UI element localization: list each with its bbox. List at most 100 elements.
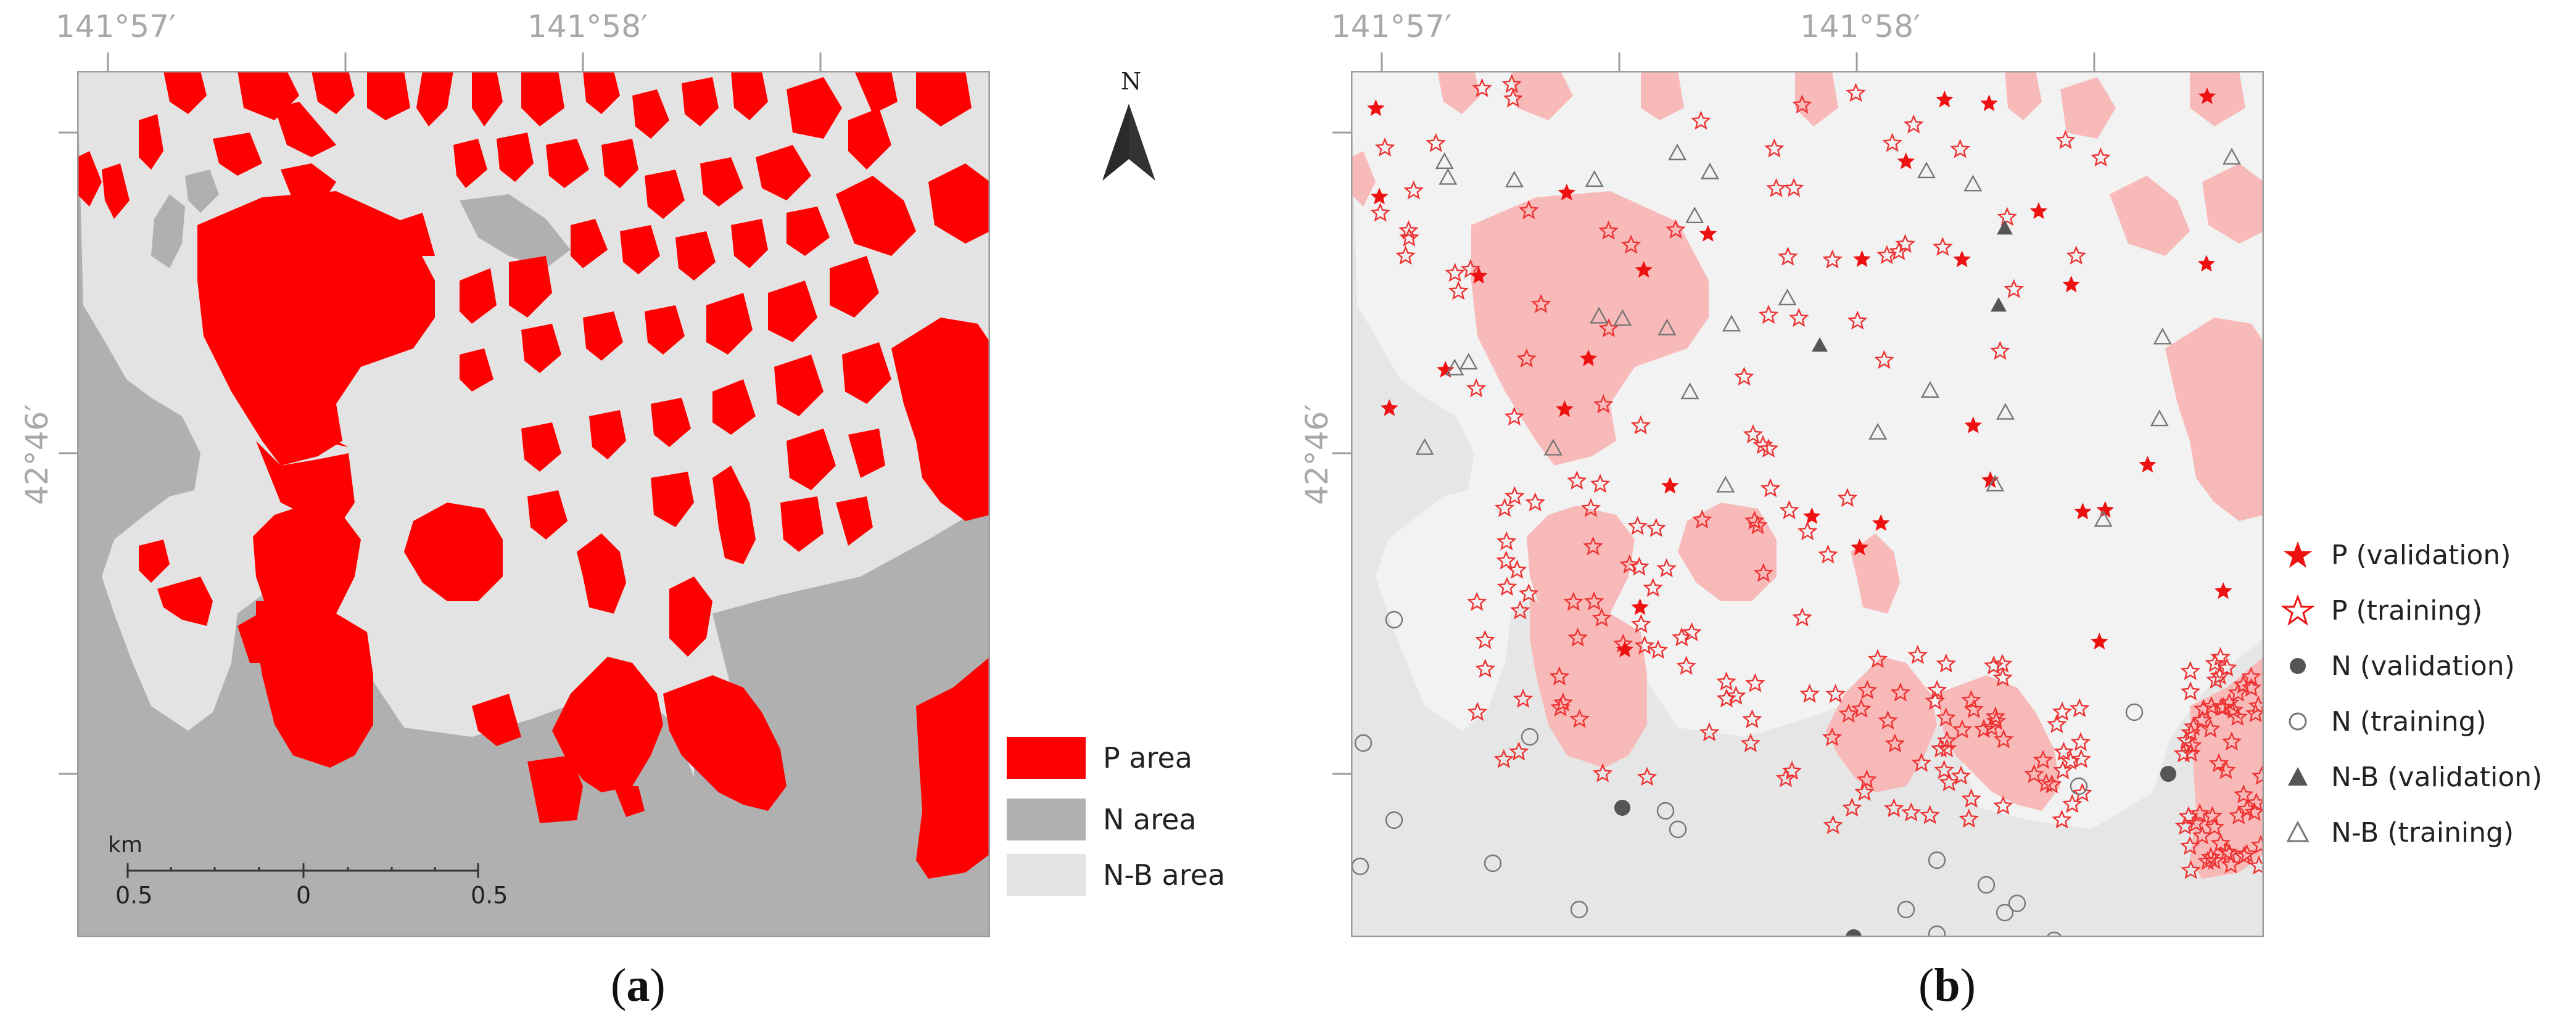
p-training-marker <box>2245 703 2264 723</box>
p-validation-marker <box>1370 187 1389 205</box>
legend-b-item-p-training: P (training) <box>2279 592 2482 629</box>
p-training-marker <box>1445 263 1465 282</box>
p-training-marker <box>1508 741 1529 761</box>
p-training-marker <box>1493 749 1514 768</box>
nb-training-marker <box>1543 438 1563 456</box>
legend-a-item-nb: N-B area <box>1007 854 1225 896</box>
p-training-marker <box>1822 249 1843 269</box>
nb-training-marker <box>1722 314 1741 332</box>
nb-training-marker <box>2150 409 2169 427</box>
p-training-marker <box>2250 834 2264 854</box>
nb-training-marker <box>1963 175 1983 192</box>
p-training-marker <box>1699 722 1720 742</box>
scale-tick-center: 0 <box>296 882 312 909</box>
longitude-label-2: 141°58′ <box>527 9 648 44</box>
p-training-marker <box>1788 308 1809 327</box>
p-training-marker <box>1580 498 1601 517</box>
p-training-marker <box>1403 180 1424 200</box>
n-training-marker <box>1484 854 1502 873</box>
p-training-marker <box>1981 717 2002 737</box>
p-training-marker <box>1567 627 1588 647</box>
outline-triangle-icon <box>2286 820 2310 842</box>
nb-training-marker <box>1700 162 1719 179</box>
p-training-marker <box>2219 843 2240 863</box>
p-validation-marker <box>1803 507 1821 524</box>
p-training-marker <box>1513 688 1534 708</box>
p-validation-marker <box>1936 90 1954 108</box>
p-training-marker <box>1907 644 1928 664</box>
p-training-marker <box>1961 788 1981 808</box>
p-training-marker <box>1993 795 2013 815</box>
n-training-marker <box>1669 820 1687 839</box>
p-training-marker <box>1753 562 1774 582</box>
p-training-marker <box>2181 735 2202 755</box>
p-training-marker <box>2052 809 2072 829</box>
p-training-marker <box>1676 655 1696 675</box>
p-training-marker <box>2036 773 2057 792</box>
legend-label: N-B (training) <box>2331 816 2514 848</box>
p-training-marker <box>2173 743 2194 763</box>
p-training-marker <box>1734 366 1754 386</box>
nb-training-marker <box>1986 474 2005 492</box>
n-validation-marker <box>1846 929 1862 937</box>
nb-training-marker <box>2153 327 2172 345</box>
p-training-marker <box>1504 406 1525 426</box>
p-training-marker <box>1847 310 1868 330</box>
p-training-marker <box>1743 424 1764 444</box>
p-training-marker <box>1692 509 1712 529</box>
p-training-marker <box>2221 854 2241 874</box>
p-training-marker <box>1854 781 1875 801</box>
p-training-marker <box>1591 607 1612 627</box>
p-training-marker <box>1950 139 1970 158</box>
p-training-marker <box>2055 129 2076 149</box>
n-training-marker <box>2125 703 2144 721</box>
p-training-marker <box>1822 727 1843 747</box>
p-training-marker <box>2210 832 2231 852</box>
n-training-marker <box>2008 894 2026 913</box>
p-training-marker <box>1475 659 1495 678</box>
p-validation-marker <box>1872 514 1890 531</box>
p-training-marker <box>1505 486 1525 506</box>
p-training-marker <box>1748 515 1768 535</box>
p-training-marker <box>2181 742 2202 762</box>
p-training-marker <box>2062 794 2083 813</box>
p-training-marker <box>1895 234 1916 253</box>
p-training-marker <box>1426 133 1446 152</box>
legend-b-item-nb-validation: N-B (validation) <box>2279 758 2542 795</box>
p-training-marker <box>2180 681 2201 700</box>
n-validation-marker <box>2160 766 2176 782</box>
p-training-marker <box>1501 73 1522 93</box>
p-training-marker <box>1973 718 1994 738</box>
p-validation-marker <box>1851 538 1868 556</box>
p-validation-marker <box>1981 471 1999 488</box>
p-training-marker <box>2192 825 2213 845</box>
p-validation-marker <box>2197 255 2216 272</box>
p-training-marker <box>2066 245 2087 265</box>
caption-b: (b) <box>1918 959 1976 1011</box>
p-training-marker <box>1630 415 1651 435</box>
nb-training-marker <box>1439 168 1458 185</box>
panel-b: 141°57′ 141°58′ 42°46′ <box>1295 0 2576 1031</box>
p-training-marker <box>1799 683 1820 703</box>
nb-training-marker <box>1445 358 1464 376</box>
p-training-marker <box>1510 600 1530 620</box>
nb-training-marker <box>2222 147 2242 165</box>
panel-a: 141°57′ 141°58′ 42°46′ <box>19 9 1225 1011</box>
p-training-marker <box>1398 220 1419 240</box>
p-training-marker <box>1745 673 1765 692</box>
p-validation-marker <box>1556 400 1574 417</box>
p-validation-marker <box>1437 361 1455 378</box>
p-training-marker <box>1563 591 1584 611</box>
p-training-marker <box>1725 685 1746 705</box>
nb-training-marker <box>1613 309 1632 326</box>
p-training-marker <box>1518 583 1539 602</box>
p-training-marker <box>2024 763 2044 783</box>
p-training-marker <box>1797 521 1818 541</box>
p-training-marker <box>1744 510 1765 530</box>
p-validation-marker <box>2074 503 2092 520</box>
p-validation-marker <box>1558 183 1575 200</box>
map-b <box>1351 71 2264 937</box>
p-training-marker <box>1648 639 1669 659</box>
legend-a-item-n: N area <box>1007 799 1197 840</box>
legend-a-item-p: P area <box>1007 737 1192 779</box>
